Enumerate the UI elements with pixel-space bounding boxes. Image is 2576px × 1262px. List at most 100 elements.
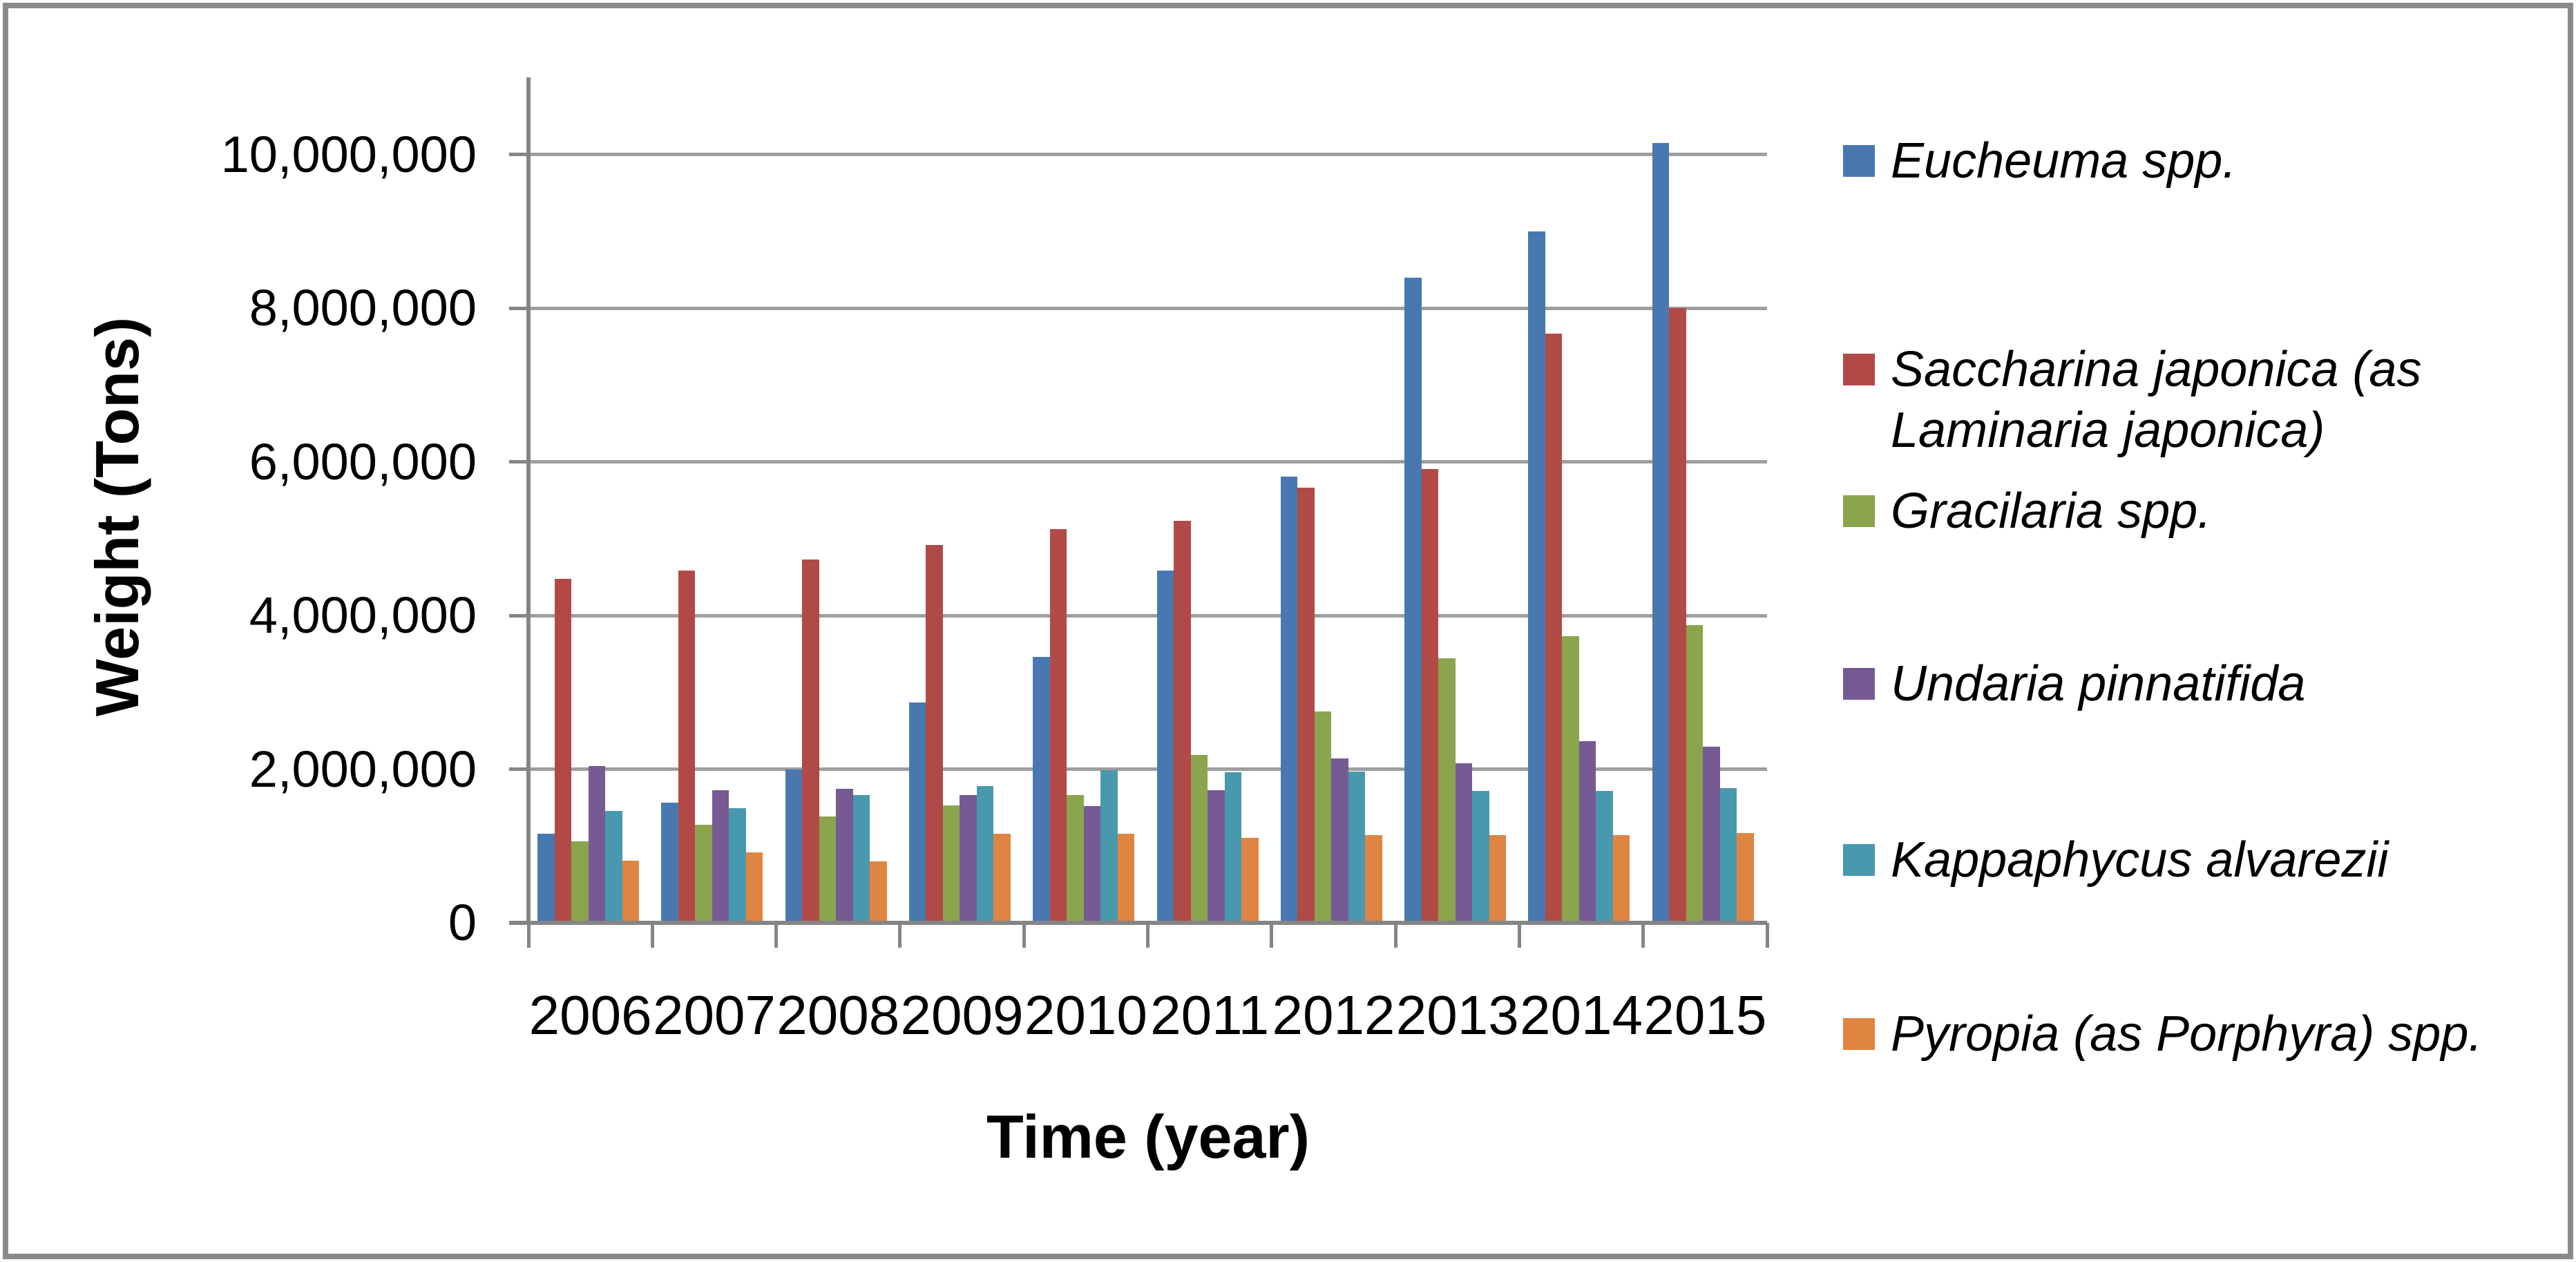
bar-eucheuma-2010	[1033, 657, 1050, 923]
bar-eucheuma-2015	[1652, 142, 1670, 923]
legend-swatch-pyropia	[1843, 1018, 1875, 1050]
y-tick-label-4000000: 4,000,000	[249, 586, 477, 644]
bar-saccharina-2015	[1669, 308, 1686, 923]
legend-label-eucheuma: Eucheuma spp.	[1891, 133, 2237, 189]
x-tick-9	[1641, 923, 1645, 948]
x-tick-4	[1022, 923, 1026, 948]
bar-saccharina-2008	[802, 559, 819, 923]
legend-swatch-eucheuma	[1843, 145, 1875, 177]
y-tick-6000000	[509, 460, 528, 463]
bar-saccharina-2009	[926, 544, 943, 923]
legend-label-pyropia: Pyropia (as Porphyra) spp.	[1891, 1006, 2483, 1062]
bar-gracilaria-2010	[1067, 795, 1084, 923]
y-tick-label-8000000: 8,000,000	[249, 279, 477, 336]
gridline-2000000	[528, 767, 1767, 771]
y-axis-title: Weight (Tons)	[83, 316, 151, 717]
y-axis-line	[526, 77, 531, 925]
bar-kappaphycus-2007	[729, 808, 746, 923]
bar-pyropia-2010	[1117, 833, 1135, 923]
bar-eucheuma-2011	[1156, 571, 1174, 923]
x-tick-7	[1393, 923, 1397, 948]
legend-entry-eucheuma: Eucheuma spp.	[1843, 131, 2568, 191]
bar-saccharina-2012	[1297, 488, 1315, 923]
gridline-8000000	[528, 306, 1767, 310]
bar-pyropia-2006	[622, 860, 639, 923]
x-tick-label-2008: 2008	[776, 984, 900, 1046]
bar-eucheuma-2008	[785, 769, 803, 923]
x-tick-label-2010: 2010	[1024, 984, 1147, 1046]
legend-label-undaria: Undaria pinnatifida	[1891, 656, 2306, 711]
x-tick-5	[1146, 923, 1149, 948]
bar-pyropia-2009	[993, 833, 1011, 923]
bar-undaria-2011	[1208, 790, 1225, 923]
x-axis-title: Time (year)	[986, 1102, 1310, 1171]
legend-label-gracilaria: Gracilaria spp.	[1891, 484, 2212, 539]
bar-undaria-2009	[960, 795, 977, 923]
x-tick-8	[1517, 923, 1521, 948]
bar-gracilaria-2007	[695, 824, 712, 923]
bar-saccharina-2011	[1174, 521, 1191, 923]
bar-pyropia-2015	[1737, 832, 1754, 923]
bar-eucheuma-2012	[1280, 476, 1298, 923]
legend-swatch-undaria	[1843, 668, 1875, 700]
x-axis-line	[509, 921, 1767, 925]
x-tick-6	[1270, 923, 1274, 948]
y-tick-label-0: 0	[448, 894, 477, 951]
y-tick-4000000	[509, 613, 528, 618]
y-tick-2000000	[509, 767, 528, 771]
x-tick-label-2007: 2007	[652, 984, 776, 1046]
bar-undaria-2008	[836, 789, 853, 923]
bar-undaria-2013	[1455, 763, 1473, 923]
bar-eucheuma-2007	[661, 803, 678, 923]
legend-entry-pyropia: Pyropia (as Porphyra) spp.	[1843, 1004, 2568, 1064]
legend-entry-saccharina: Saccharina japonica (as Laminaria japoni…	[1843, 339, 2568, 461]
x-tick-3	[898, 923, 902, 948]
legend-swatch-gracilaria	[1843, 495, 1875, 527]
y-tick-label-6000000: 6,000,000	[249, 432, 477, 490]
bar-undaria-2010	[1083, 805, 1101, 923]
x-tick-2	[774, 923, 779, 948]
x-tick-label-2014: 2014	[1520, 984, 1643, 1046]
legend-swatch-saccharina	[1843, 354, 1875, 385]
y-tick-label-10000000: 10,000,000	[220, 125, 477, 183]
y-tick-10000000	[509, 153, 528, 156]
legend-entry-kappaphycus: Kappaphycus alvarezii	[1843, 830, 2568, 890]
bar-pyropia-2007	[745, 852, 763, 923]
bar-eucheuma-2006	[537, 833, 555, 923]
legend-swatch-kappaphycus	[1843, 844, 1875, 876]
x-tick-10	[1765, 923, 1769, 948]
bar-pyropia-2014	[1612, 835, 1630, 923]
legend-label-kappaphycus: Kappaphycus alvarezii	[1891, 832, 2389, 888]
y-tick-label-2000000: 2,000,000	[249, 740, 477, 798]
bar-gracilaria-2013	[1438, 658, 1456, 923]
x-tick-label-2006: 2006	[528, 984, 652, 1046]
gridline-10000000	[528, 153, 1767, 156]
bar-pyropia-2012	[1365, 835, 1382, 923]
bar-undaria-2012	[1331, 758, 1348, 923]
x-tick-1	[650, 923, 654, 948]
gridline-6000000	[528, 460, 1767, 463]
bar-saccharina-2007	[678, 571, 696, 923]
bar-gracilaria-2008	[819, 816, 837, 923]
bar-kappaphycus-2009	[976, 785, 994, 923]
bar-undaria-2006	[588, 766, 605, 923]
bar-gracilaria-2006	[571, 841, 589, 923]
legend-entry-undaria: Undaria pinnatifida	[1843, 653, 2568, 714]
bar-gracilaria-2009	[942, 805, 960, 923]
x-tick-label-2009: 2009	[900, 984, 1024, 1046]
bar-saccharina-2013	[1421, 468, 1439, 923]
bar-saccharina-2006	[554, 578, 571, 923]
bar-pyropia-2011	[1241, 837, 1259, 923]
y-tick-8000000	[509, 306, 528, 310]
x-tick-label-2015: 2015	[1643, 984, 1767, 1046]
x-tick-label-2011: 2011	[1150, 984, 1270, 1046]
bar-gracilaria-2012	[1314, 711, 1332, 923]
bar-eucheuma-2009	[908, 702, 926, 923]
bar-pyropia-2013	[1489, 835, 1507, 923]
bar-gracilaria-2015	[1686, 625, 1704, 923]
bar-kappaphycus-2012	[1348, 771, 1366, 923]
legend-entry-gracilaria: Gracilaria spp.	[1843, 481, 2568, 542]
gridline-4000000	[528, 613, 1767, 618]
bar-pyropia-2008	[870, 861, 887, 923]
